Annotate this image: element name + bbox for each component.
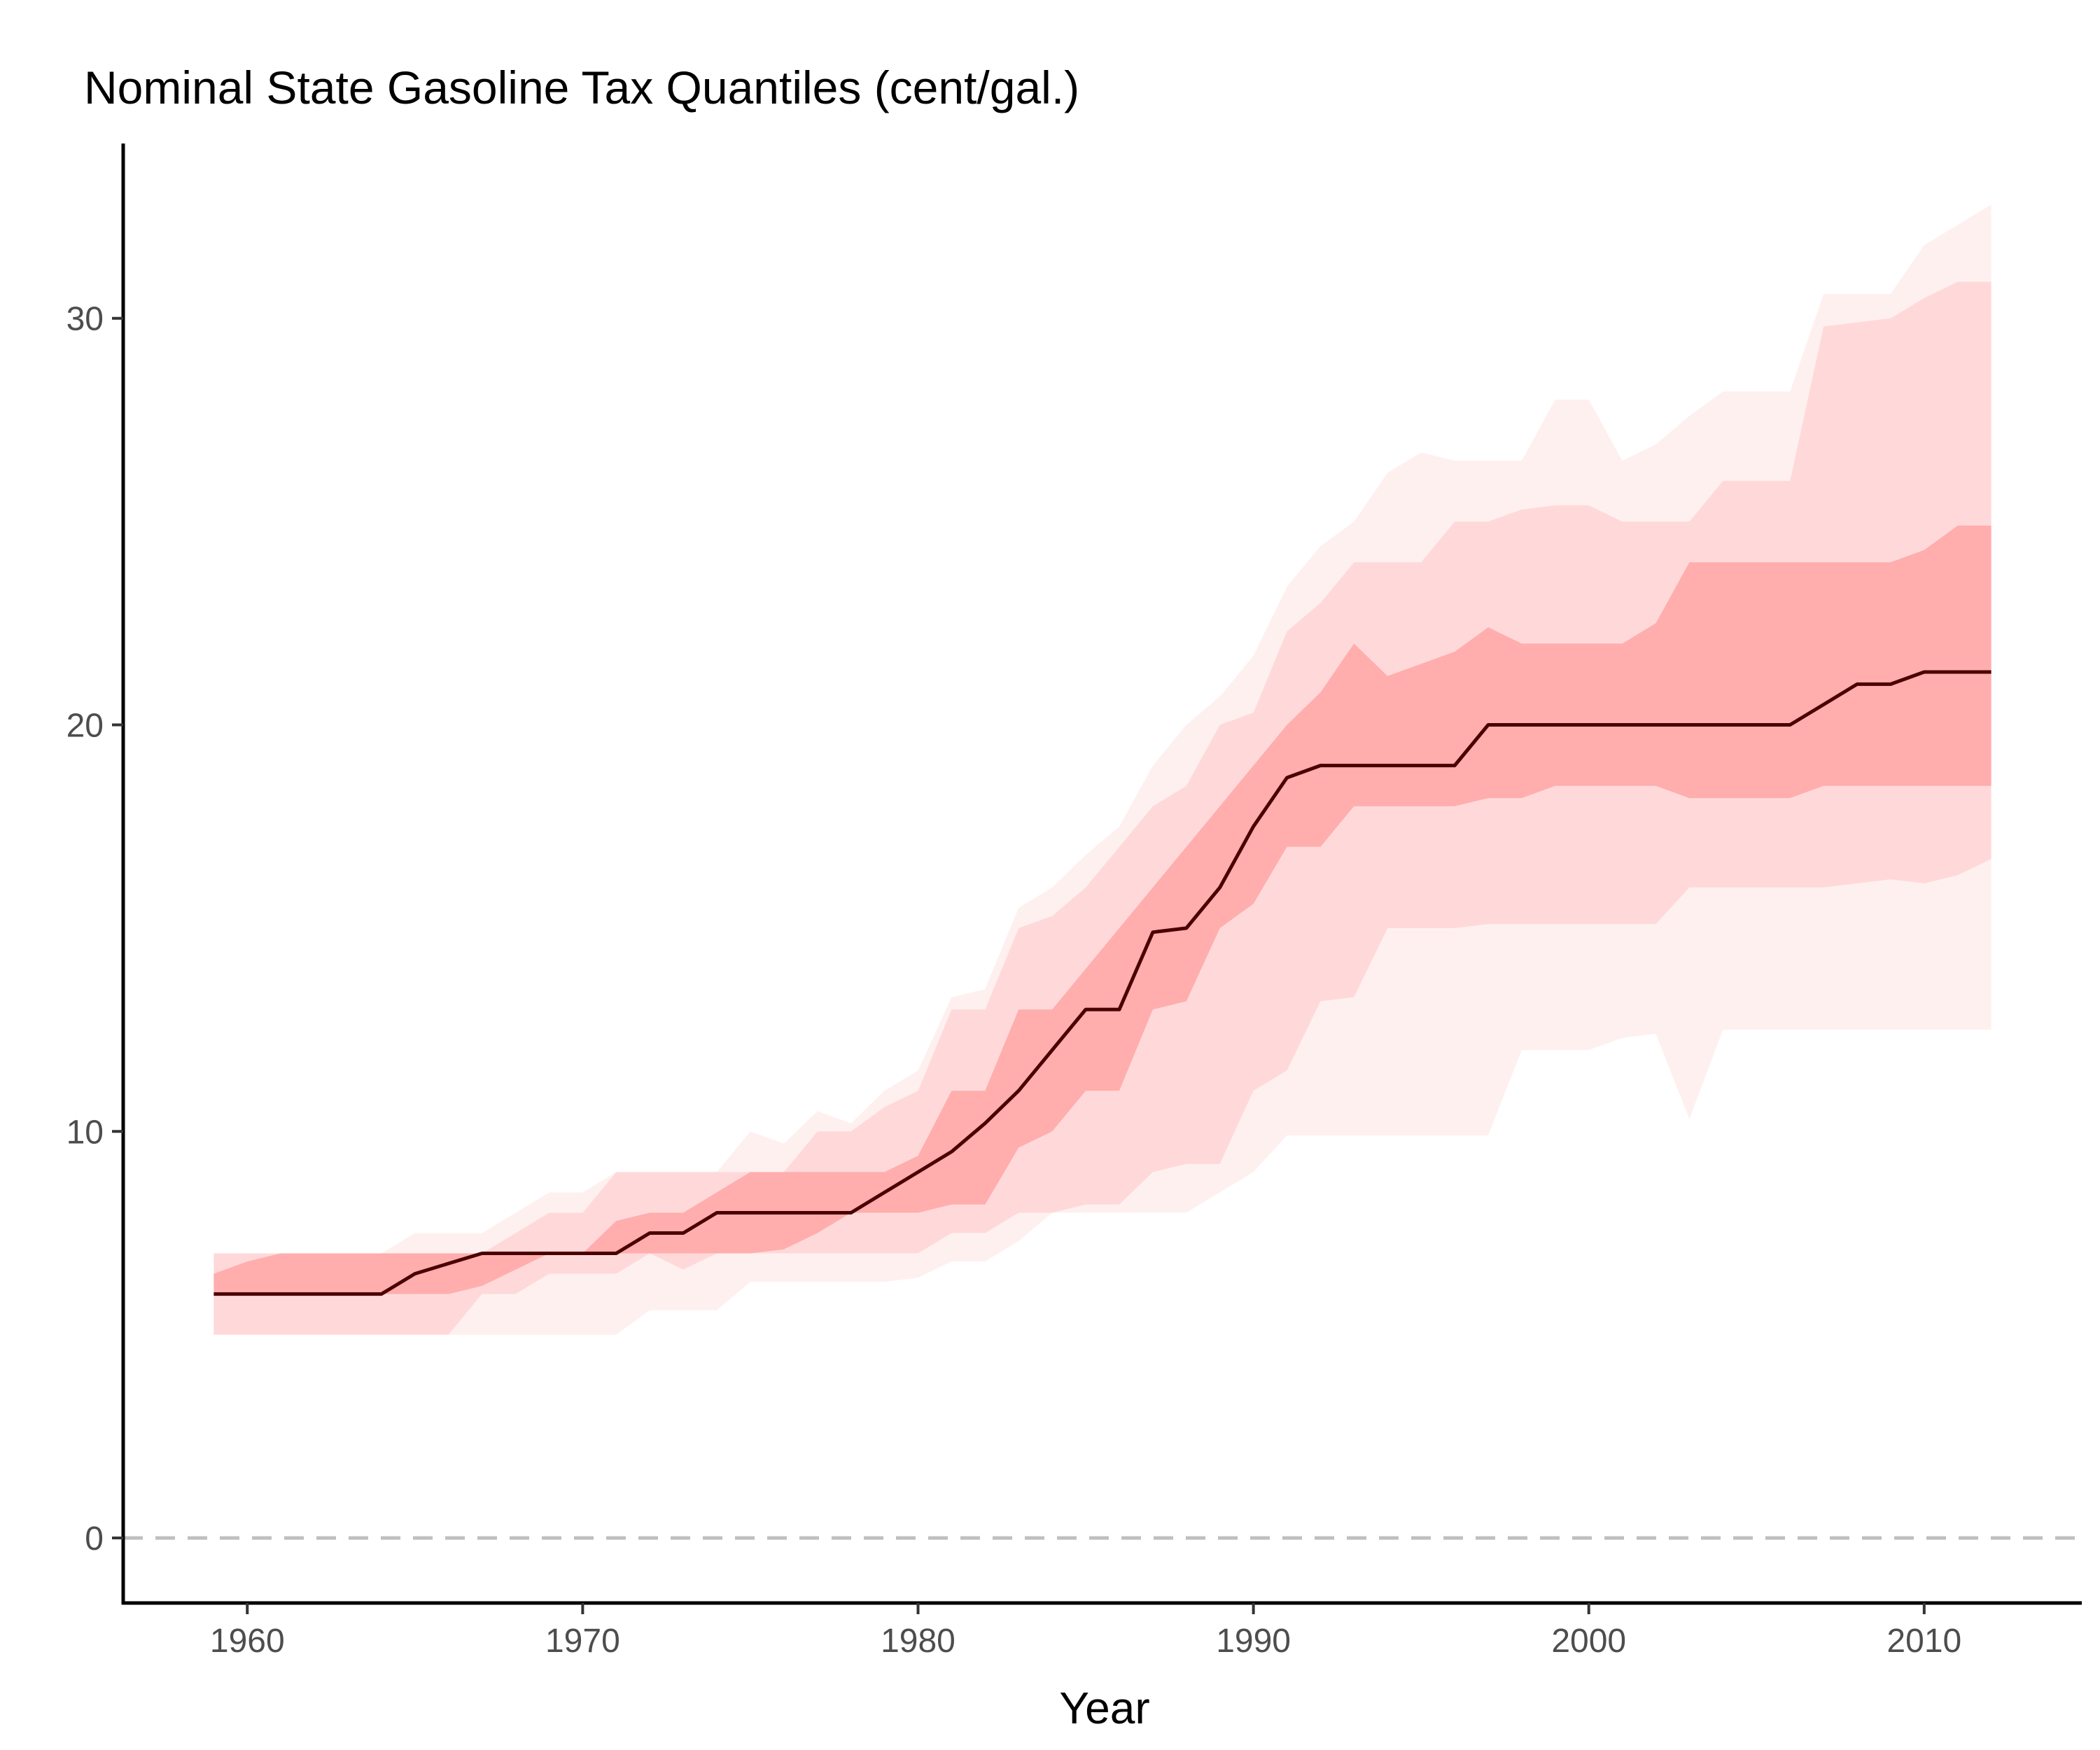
axes bbox=[121, 144, 2082, 1605]
axis-ticks: 1960 1970 1980 1990 2000 2010 0 10 20 30 bbox=[66, 301, 1962, 1660]
x-axis-title: Year bbox=[1059, 1683, 1149, 1733]
x-tick-label: 2000 bbox=[1551, 1623, 1626, 1660]
x-tick-label: 1990 bbox=[1216, 1623, 1291, 1660]
median-line bbox=[214, 670, 1991, 1296]
chart-title: Nominal State Gasoline Tax Quantiles (ce… bbox=[84, 62, 1079, 113]
y-tick-label: 0 bbox=[85, 1520, 104, 1558]
median-line-group bbox=[214, 670, 1991, 1296]
y-tick-label: 30 bbox=[66, 301, 104, 338]
x-tick-label: 2010 bbox=[1886, 1623, 1961, 1660]
x-tick-label: 1970 bbox=[545, 1623, 620, 1660]
inner-quantile-band bbox=[214, 525, 1991, 1294]
outer-quantile-band bbox=[214, 204, 1991, 1335]
quantile-bands bbox=[214, 204, 1991, 1335]
middle-quantile-band bbox=[214, 281, 1991, 1335]
x-tick-label: 1960 bbox=[210, 1623, 285, 1660]
x-tick-label: 1980 bbox=[881, 1623, 955, 1660]
y-tick-label: 20 bbox=[66, 708, 104, 745]
y-tick-label: 10 bbox=[66, 1114, 104, 1151]
